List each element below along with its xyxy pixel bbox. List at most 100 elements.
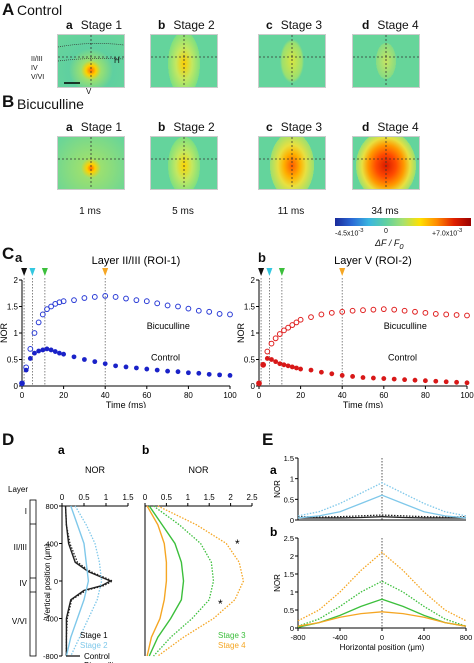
ca-ctrl-point [57,350,62,356]
image-a1 [57,34,125,88]
cb-bic-point [443,311,450,318]
cb-bic-point [268,340,275,347]
ea-ytick-label: 1 [290,475,294,484]
eb-xlabel: Horizontal position (μm) [340,643,425,652]
cb-stage-arrow [258,268,265,276]
panel-d-letter: D [2,430,15,449]
ca-ylabel: NOR [0,323,9,344]
ca-xtick-label: 0 [20,391,25,400]
ea-ylabel: NOR [273,480,282,498]
legend-stage4: Stage 4 [218,641,246,650]
eb-xtick-label: -400 [332,633,347,642]
panel-c-sub-a: a [15,250,23,265]
ca-stage-arrow [41,268,48,276]
cb-ctrl-point [285,363,291,369]
cb-ctrl-point [391,376,397,382]
image-b3-overlay [259,137,325,189]
cb-bic-point [464,312,470,319]
ca-bic-point [206,308,213,315]
colorbar [335,218,471,226]
eb-xtick-label: -800 [290,633,305,642]
cb-bic-point [308,314,314,320]
ca-bic-point [175,303,181,310]
db-xtick-label: 2.5 [246,493,258,502]
cb-stage-arrow [339,268,346,276]
cb-xlabel: Time (ms) [343,400,383,408]
cb-ctrl-point [260,362,266,368]
image-b1 [57,136,125,190]
cb-bic-point [276,331,283,337]
da-ytick-label: 800 [45,502,58,511]
significance-star-2: * [218,597,223,611]
ca-ctrl-point [175,369,181,375]
cb-bic-point [297,316,304,323]
ca-xtick-label: 100 [223,391,237,400]
ca-ctrl-point [52,349,58,354]
eb-ytick-label: 0.5 [284,606,294,615]
ca-bic-point [123,295,129,302]
ea-series-line [298,516,466,519]
eb-ytick-label: 1.5 [284,570,294,579]
ca-ytick-label: 2 [14,276,19,285]
ca-bic-point [143,298,150,305]
cb-bic-point [370,306,377,313]
ca-ctrl-point [19,380,25,386]
ca-bic-point [81,295,88,301]
ca-ctrl-point [165,368,171,374]
legend-stage1: Stage 1 [80,631,108,640]
layer-label-2-3: II/III [31,56,43,63]
cb-ctrl-point [329,371,335,377]
legend-bic: Bicuculline [84,661,123,663]
eb-xtick-label: 0 [380,633,384,642]
colorbar-min-label: -4.5x10-3 [335,228,364,238]
cb-bic-point [401,307,408,314]
cb-ytick-label: 0 [251,382,256,391]
ca-ctrl-point [196,370,202,376]
ca-stage-arrow [102,268,109,276]
chart-d: a b Layer I II/III IV V/VI Vertical position (μ… [8,443,258,663]
panel-a-title: Control [17,2,63,18]
significance-star-1: * [235,537,240,551]
image-b2-overlay [151,137,217,189]
time-label-3: 11 ms [277,206,305,217]
layer-label: II/III [14,543,27,552]
legend-stage3: Stage 3 [218,631,246,640]
cb-ytick-label: 1 [251,329,256,338]
ca-ctrl-point [23,367,29,373]
axis-h-label: H [114,56,120,65]
cb-bic-point [328,309,335,316]
time-label-4: 34 ms [371,206,399,217]
ca-xtick-label: 20 [59,391,68,400]
panel-b-stage-2-label: b Stage 2 [158,120,215,134]
cb-stage-arrow [278,268,285,276]
cb-ctrl-point [264,356,270,361]
cb-bic-point [264,348,271,355]
cb-xtick-label: 80 [421,391,430,400]
cb-ctrl-point [273,359,279,365]
db-xtick-label: 0 [143,493,148,502]
cb-ctrl-point [381,376,387,381]
cb-ylabel: NOR [237,323,246,344]
cb-bic-point [391,306,398,313]
eb-series-line [297,580,467,627]
chart-cb: Layer V (ROI-2)00.511.520 20 40 60 80 100NORT… [237,255,474,408]
cb-ctrl-point [277,361,283,367]
axis-v-label: V [86,87,92,96]
ca-ctrl-point [123,364,129,370]
cb-ctrl-point [412,377,418,383]
da-series-line [64,505,113,656]
cb-bic-point [432,311,439,317]
ca-ctrl-point [44,346,50,352]
image-b2 [150,136,218,190]
layer-label-5-6: V/VI [31,74,45,81]
cb-bic-point [285,324,292,331]
panel-a-stage-4-label: d Stage 4 [362,18,419,32]
panel-b-letter: B [2,92,15,111]
ca-ctrl-point [61,351,66,357]
ea-ytick-label: 0.5 [284,495,294,504]
ca-bic-point [60,298,67,305]
image-b4 [352,136,420,190]
da-xtick-label: 1 [104,493,109,502]
ca-ctrl-label: Control [151,353,180,363]
image-b3 [258,136,326,190]
